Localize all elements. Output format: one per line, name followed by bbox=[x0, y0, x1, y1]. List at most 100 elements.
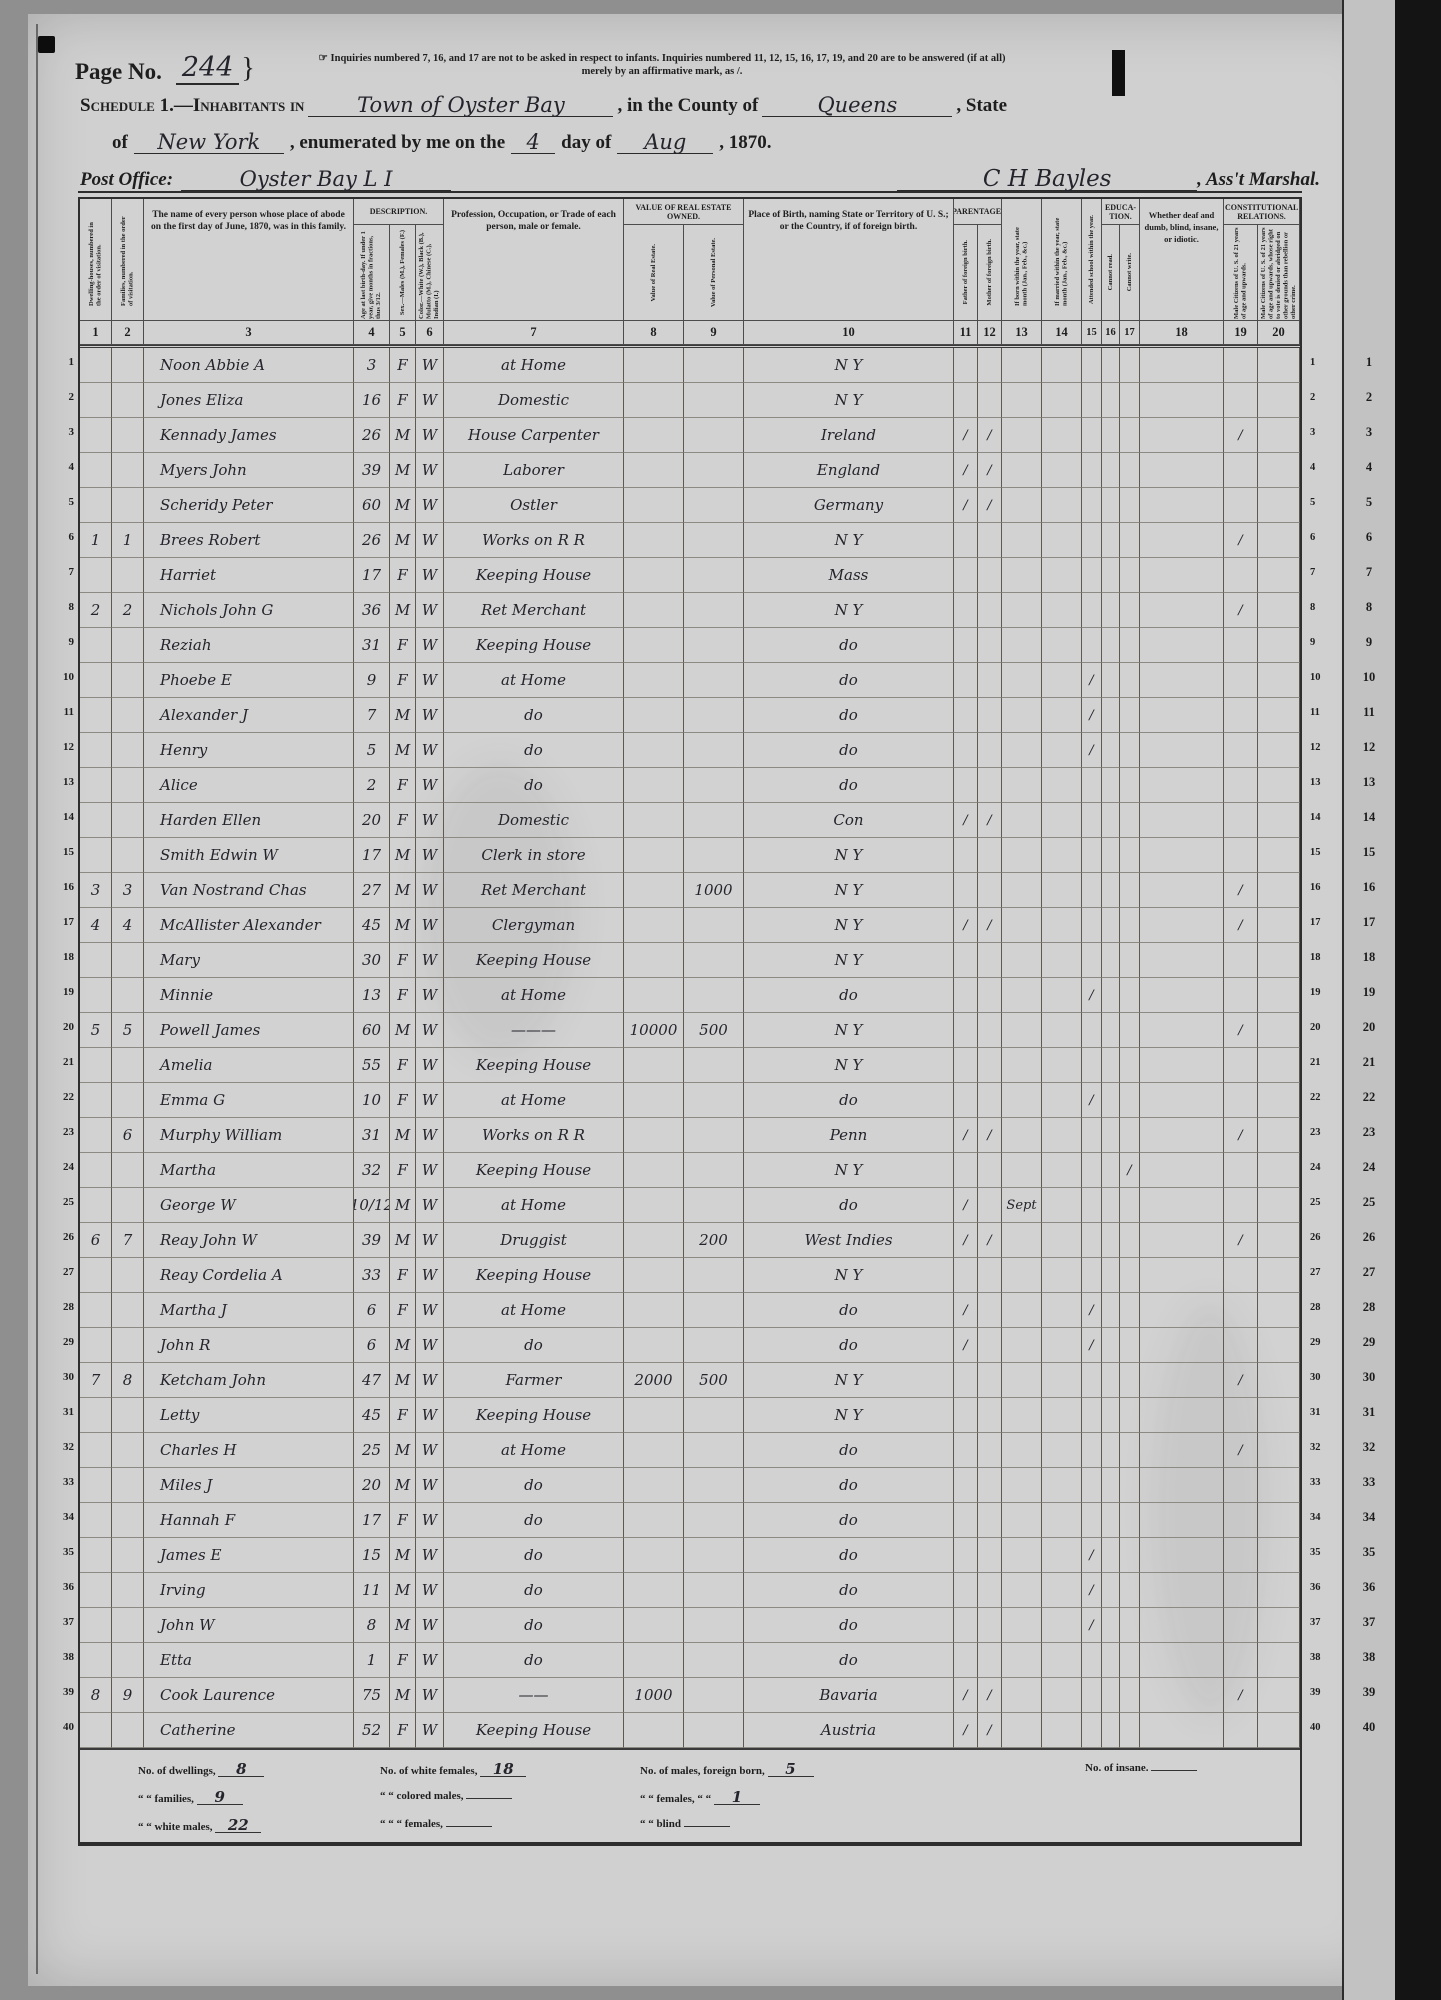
state-label: , State bbox=[956, 95, 1008, 116]
cell-name: Ketcham John bbox=[144, 1363, 354, 1398]
table-row: Letty 45 F W Keeping House N Y bbox=[80, 1398, 1300, 1433]
col-number: 15 bbox=[1082, 321, 1102, 345]
table-row: Kennady James 26 M W House Carpenter Ire… bbox=[80, 418, 1300, 453]
row-number: 25 bbox=[1362, 1195, 1376, 1209]
cell-family-number bbox=[112, 978, 144, 1013]
cell-male-citizen bbox=[1224, 1048, 1258, 1083]
cell-cannot-write bbox=[1120, 593, 1140, 628]
cell-married-month bbox=[1042, 628, 1082, 663]
col-header-personal-estate-value: Value of Personal Estate. bbox=[684, 225, 744, 321]
col-header-sex: Sex.—Males (M.), Females (F.) bbox=[390, 225, 416, 321]
cell-birthplace: do bbox=[744, 1433, 954, 1468]
cell-male-citizen-denied bbox=[1258, 733, 1300, 768]
cell-attended-school bbox=[1082, 348, 1102, 383]
cell-real-estate bbox=[624, 1503, 684, 1538]
cell-married-month bbox=[1042, 488, 1082, 523]
cell-married-month bbox=[1042, 1118, 1082, 1153]
cell-father-foreign bbox=[954, 978, 978, 1013]
cell-cannot-write bbox=[1120, 1083, 1140, 1118]
table-row: Irving 11 M W do do / bbox=[80, 1573, 1300, 1608]
cell-married-month bbox=[1042, 1188, 1082, 1223]
row-number: 10 bbox=[63, 671, 74, 683]
cell-attended-school bbox=[1082, 1188, 1102, 1223]
cell-dwelling-number bbox=[80, 1713, 112, 1748]
cell-personal-estate bbox=[684, 1328, 744, 1363]
scan-edge-line bbox=[36, 24, 38, 1974]
cell-cannot-read bbox=[1102, 1258, 1120, 1293]
place-value: Town of Oyster Bay bbox=[308, 94, 614, 117]
cell-cannot-write bbox=[1120, 1188, 1140, 1223]
cell-birthplace: England bbox=[744, 453, 954, 488]
cell-family-number bbox=[112, 558, 144, 593]
enumerated-label: , enumerated by me on the bbox=[289, 132, 506, 153]
cell-male-citizen-denied bbox=[1258, 698, 1300, 733]
cell-deaf-dumb bbox=[1140, 453, 1224, 488]
table-row: Emma G 10 F W at Home do / bbox=[80, 1083, 1300, 1118]
cell-deaf-dumb bbox=[1140, 1153, 1224, 1188]
cell-sex: M bbox=[390, 733, 416, 768]
cell-name: Powell James bbox=[144, 1013, 354, 1048]
cell-deaf-dumb bbox=[1140, 418, 1224, 453]
table-row: Reay Cordelia A 33 F W Keeping House N Y bbox=[80, 1258, 1300, 1293]
cell-name: Minnie bbox=[144, 978, 354, 1013]
cell-sex: F bbox=[390, 978, 416, 1013]
row-number: 9 bbox=[1310, 637, 1316, 648]
cell-mother-foreign bbox=[978, 838, 1002, 873]
cell-occupation: do bbox=[444, 1503, 624, 1538]
cell-born-month bbox=[1002, 593, 1042, 628]
cell-sex: M bbox=[390, 593, 416, 628]
cell-sex: M bbox=[390, 1608, 416, 1643]
cell-male-citizen bbox=[1224, 1573, 1258, 1608]
cell-sex: M bbox=[390, 523, 416, 558]
row-number: 28 bbox=[63, 1301, 74, 1313]
cell-mother-foreign: / bbox=[978, 1678, 1002, 1713]
cell-family-number bbox=[112, 1083, 144, 1118]
group-header-constitutional: CONSTITUTIONAL RELATIONS. bbox=[1224, 199, 1300, 225]
cell-birthplace: N Y bbox=[744, 908, 954, 943]
cell-personal-estate bbox=[684, 1503, 744, 1538]
cell-dwelling-number: 8 bbox=[80, 1678, 112, 1713]
cell-married-month bbox=[1042, 1643, 1082, 1678]
cell-male-citizen bbox=[1224, 1258, 1258, 1293]
cell-male-citizen-denied bbox=[1258, 1188, 1300, 1223]
cell-age: 75 bbox=[354, 1678, 390, 1713]
cell-father-foreign bbox=[954, 1153, 978, 1188]
table-row: 6 7 Reay John W 39 M W Druggist 200 West… bbox=[80, 1223, 1300, 1258]
cell-mother-foreign bbox=[978, 1153, 1002, 1188]
cell-family-number bbox=[112, 1503, 144, 1538]
cell-name: Jones Eliza bbox=[144, 383, 354, 418]
cell-attended-school bbox=[1082, 1678, 1102, 1713]
row-number: 38 bbox=[1310, 1652, 1321, 1663]
cell-color: W bbox=[416, 1223, 444, 1258]
row-number: 17 bbox=[63, 916, 74, 928]
cell-sex: F bbox=[390, 768, 416, 803]
cell-cannot-write bbox=[1120, 1363, 1140, 1398]
cell-age: 55 bbox=[354, 1048, 390, 1083]
cell-occupation: Ostler bbox=[444, 488, 624, 523]
group-header-real-estate: VALUE OF REAL ESTATE OWNED. bbox=[624, 199, 744, 225]
cell-married-month bbox=[1042, 1328, 1082, 1363]
cell-real-estate bbox=[624, 698, 684, 733]
cell-personal-estate bbox=[684, 383, 744, 418]
row-number: 34 bbox=[1362, 1510, 1376, 1524]
col-header-color: Color.—White (W.), Black (B.), Mulatto (… bbox=[416, 225, 444, 321]
cell-male-citizen: / bbox=[1224, 418, 1258, 453]
cell-father-foreign: / bbox=[954, 1328, 978, 1363]
cell-male-citizen bbox=[1224, 1083, 1258, 1118]
row-number: 12 bbox=[1362, 740, 1376, 754]
cell-personal-estate bbox=[684, 1468, 744, 1503]
cell-male-citizen-denied bbox=[1258, 768, 1300, 803]
cell-cannot-write bbox=[1120, 453, 1140, 488]
cell-male-citizen-denied bbox=[1258, 558, 1300, 593]
row-number: 14 bbox=[1362, 810, 1376, 824]
row-number: 15 bbox=[63, 846, 74, 858]
cell-real-estate bbox=[624, 1713, 684, 1748]
row-number: 39 bbox=[1310, 1687, 1321, 1698]
cell-deaf-dumb bbox=[1140, 593, 1224, 628]
cell-deaf-dumb bbox=[1140, 523, 1224, 558]
cell-born-month bbox=[1002, 663, 1042, 698]
cell-mother-foreign bbox=[978, 1188, 1002, 1223]
cell-personal-estate bbox=[684, 698, 744, 733]
cell-married-month bbox=[1042, 1538, 1082, 1573]
cell-birthplace: do bbox=[744, 698, 954, 733]
